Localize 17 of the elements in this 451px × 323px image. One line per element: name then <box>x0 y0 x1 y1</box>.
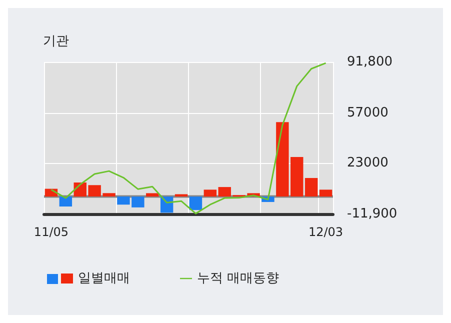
y-tick-label: -11,900 <box>347 206 398 222</box>
x-tick-label: 11/05 <box>34 225 69 239</box>
chart-title: 기관 <box>43 34 69 49</box>
legend-label: 누적 매매동향 <box>197 271 280 286</box>
y-tick-label: 91,800 <box>347 54 392 70</box>
bar <box>204 190 217 197</box>
bar <box>189 196 202 210</box>
y-tick-label: 23000 <box>347 155 388 170</box>
x-tick-label: 12/03 <box>308 225 344 239</box>
line-series <box>50 62 327 214</box>
bar <box>304 178 318 197</box>
legend-label: 일별매매 <box>78 271 130 286</box>
bar <box>59 196 72 207</box>
bar <box>146 193 159 197</box>
y-tick-label: 57000 <box>347 106 388 121</box>
bar <box>319 190 332 197</box>
bar <box>174 194 188 197</box>
